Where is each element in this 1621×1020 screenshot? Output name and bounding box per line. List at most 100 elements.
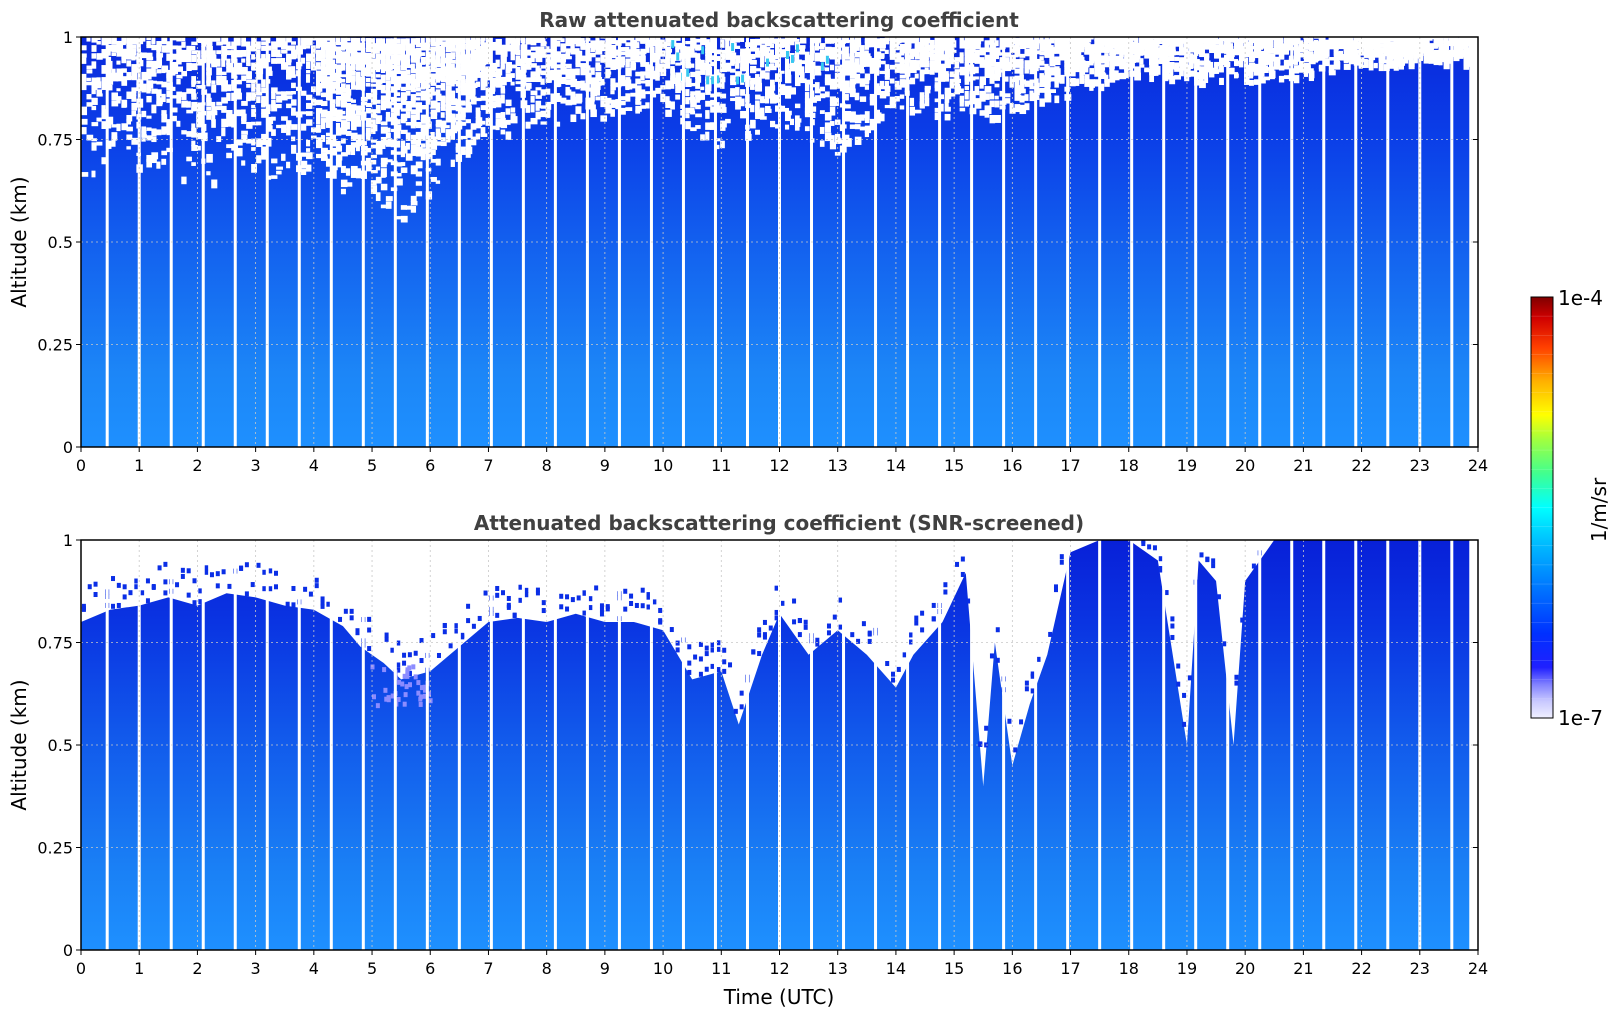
- raw-noise-speck: [989, 93, 995, 100]
- snr-data-gap-39: [1354, 540, 1358, 950]
- raw-noise-speck: [1124, 57, 1130, 63]
- snr-x-axis-label: Time (UTC): [723, 985, 835, 1009]
- raw-noise-speck: [420, 152, 426, 161]
- raw-noise-speck: [510, 73, 515, 78]
- raw-noise-speck: [1109, 70, 1115, 77]
- raw-noise-speck: [1144, 52, 1150, 59]
- raw-noise-speck: [775, 124, 780, 129]
- raw-noise-speck: [1243, 64, 1251, 70]
- raw-noise-speck: [146, 37, 151, 41]
- raw-noise-speck: [1258, 50, 1266, 60]
- snr-edge-speck: [1205, 534, 1209, 539]
- raw-noise-speck: [1139, 37, 1146, 42]
- raw-noise-speck: [675, 72, 681, 82]
- raw-noise-speck: [385, 111, 391, 121]
- raw-noise-speck: [844, 37, 849, 44]
- raw-noise-speck: [101, 113, 109, 120]
- raw-noise-speck: [211, 106, 217, 113]
- raw-noise-speck: [106, 84, 113, 91]
- raw-noise-speck: [690, 94, 695, 103]
- raw-noise-speck: [191, 162, 196, 166]
- raw-noise-speck: [525, 57, 533, 63]
- raw-noise-speck: [221, 84, 228, 92]
- raw-noise-speck: [1014, 78, 1020, 87]
- raw-noise-speck: [665, 51, 671, 59]
- raw-noise-speck: [755, 38, 762, 46]
- raw-noise-speck: [395, 178, 403, 186]
- raw-noise-speck: [256, 41, 261, 48]
- raw-noise-speck: [101, 121, 107, 129]
- raw-noise-speck: [530, 71, 537, 77]
- raw-noise-speck: [804, 82, 810, 92]
- snr-edge-speck: [396, 662, 401, 668]
- raw-noise-speck: [1144, 67, 1149, 72]
- raw-noise-speck: [1438, 41, 1444, 49]
- raw-noise-speck: [1054, 79, 1059, 88]
- raw-noise-speck: [670, 58, 676, 65]
- raw-noise-speck: [919, 46, 926, 52]
- raw-noise-speck: [131, 48, 137, 56]
- raw-noise-speck: [864, 85, 870, 90]
- raw-noise-speck: [919, 92, 925, 100]
- raw-noise-speck: [1099, 55, 1105, 64]
- raw-noise-speck: [395, 76, 402, 83]
- snr-data-gap-3: [201, 540, 205, 950]
- raw-noise-speck: [635, 51, 643, 55]
- raw-noise-speck: [241, 58, 246, 63]
- snr-edge-speck: [815, 637, 820, 643]
- raw-noise-speck: [330, 59, 336, 68]
- raw-noise-speck: [271, 104, 278, 112]
- raw-noise-speck: [710, 37, 715, 46]
- raw-noise-speck: [1393, 56, 1401, 64]
- raw-noise-speck: [111, 44, 117, 50]
- raw-noise-speck: [325, 150, 331, 155]
- raw-x-tick-label-7: 7: [483, 456, 493, 475]
- raw-noise-speck: [924, 67, 929, 74]
- raw-noise-speck: [605, 102, 610, 109]
- snr-edge-speck: [722, 647, 727, 653]
- raw-noise-speck: [720, 49, 726, 54]
- raw-noise-speck: [370, 170, 378, 174]
- raw-noise-speck: [390, 70, 396, 78]
- raw-noise-speck: [460, 37, 466, 44]
- raw-noise-speck: [889, 78, 895, 84]
- raw-noise-speck: [1463, 55, 1471, 65]
- raw-noise-speck: [395, 43, 402, 52]
- snr-edge-speck: [314, 577, 319, 583]
- raw-noise-speck: [495, 44, 501, 54]
- raw-noise-speck: [101, 49, 107, 56]
- raw-noise-speck: [770, 63, 775, 67]
- raw-noise-speck: [829, 64, 835, 71]
- snr-edge-speck: [1234, 680, 1239, 686]
- raw-noise-speck: [380, 53, 386, 60]
- raw-noise-speck: [236, 79, 242, 85]
- raw-noise-speck: [695, 76, 702, 83]
- raw-noise-speck: [710, 106, 717, 113]
- raw-noise-speck: [176, 66, 184, 72]
- raw-noise-speck: [1298, 60, 1305, 68]
- snr-data-gap-14: [553, 540, 557, 950]
- raw-noise-speck: [515, 81, 522, 85]
- raw-noise-speck: [445, 61, 452, 68]
- snr-edge-speck: [506, 595, 511, 601]
- raw-noise-speck: [385, 64, 393, 71]
- raw-noise-speck: [495, 68, 503, 76]
- raw-noise-speck: [974, 86, 980, 92]
- snr-edge-speck: [739, 690, 744, 696]
- raw-noise-speck: [1044, 45, 1051, 53]
- raw-noise-speck: [889, 39, 897, 49]
- raw-noise-speck: [590, 104, 596, 112]
- raw-noise-speck: [410, 99, 416, 107]
- raw-noise-speck: [869, 66, 877, 73]
- raw-noise-speck: [1024, 48, 1031, 57]
- raw-noise-speck: [540, 121, 548, 125]
- raw-noise-speck: [495, 59, 500, 67]
- snr-edge-speck: [384, 632, 389, 638]
- raw-noise-speck: [355, 173, 363, 179]
- raw-noise-speck: [1423, 51, 1430, 59]
- raw-noise-speck: [131, 37, 138, 45]
- raw-noise-speck: [899, 63, 906, 69]
- raw-noise-speck: [914, 60, 921, 64]
- raw-noise-speck: [600, 115, 608, 122]
- raw-noise-speck: [221, 50, 227, 57]
